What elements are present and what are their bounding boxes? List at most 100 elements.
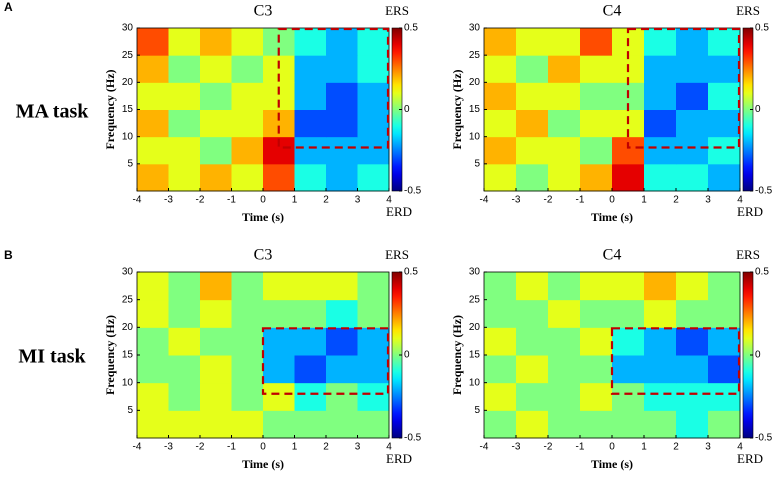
- heat-cell: [676, 109, 709, 138]
- heat-cell: [326, 82, 358, 110]
- heat-cell: [357, 28, 390, 56]
- heat-cell: [644, 327, 677, 356]
- y-tick-label: 5: [127, 158, 133, 169]
- colorbar-tick-label: 0: [404, 104, 410, 115]
- colorbar-bottom-label: ERD: [737, 451, 763, 466]
- heat-cell: [263, 382, 295, 411]
- y-tick-label: 10: [122, 131, 134, 142]
- heat-cell: [294, 299, 327, 328]
- x-tick-label: 2: [323, 442, 329, 453]
- heat-cell: [516, 355, 549, 384]
- heat-cell: [326, 28, 358, 56]
- heat-cell: [294, 355, 327, 384]
- heat-cell: [548, 55, 581, 83]
- heat-cell: [357, 55, 390, 83]
- heat-cell: [644, 82, 677, 110]
- heat-cell: [548, 299, 581, 328]
- colorbar-tick-label: 0.5: [755, 267, 769, 278]
- heat-cell: [137, 382, 169, 411]
- heat-cell: [168, 327, 201, 356]
- heat-cell: [263, 410, 295, 439]
- heat-cell: [612, 299, 645, 328]
- heat-cell: [612, 355, 645, 384]
- heat-cell: [200, 382, 232, 411]
- heat-cell: [676, 163, 709, 192]
- colorbar-tick-label: 0: [755, 350, 761, 361]
- heat-cell: [326, 410, 358, 439]
- heat-cell: [294, 82, 327, 110]
- x-tick-label: -1: [576, 195, 585, 206]
- heat-cell: [137, 55, 169, 83]
- heat-cell: [168, 272, 201, 301]
- heat-cell: [484, 109, 517, 138]
- heat-cell: [516, 109, 549, 138]
- heat-cell: [516, 327, 549, 356]
- heat-cell: [708, 382, 741, 411]
- y-axis-label: Frequency (Hz): [103, 69, 117, 149]
- heat-cell: [231, 355, 264, 384]
- heat-cell: [644, 136, 677, 165]
- row-label: MA task: [16, 101, 90, 123]
- heat-cell: [263, 272, 295, 301]
- heat-cell: [516, 163, 549, 192]
- heat-cell: [263, 299, 295, 328]
- heat-cell: [231, 327, 264, 356]
- heat-cell: [357, 136, 390, 165]
- heat-cell: [516, 82, 549, 110]
- heat-cell: [612, 163, 645, 192]
- heat-cell: [231, 299, 264, 328]
- colorbar-tick-label: -0.5: [755, 186, 773, 197]
- heat-cell: [676, 55, 709, 83]
- x-tick-label: 2: [673, 195, 679, 206]
- x-tick-label: -2: [196, 442, 205, 453]
- heat-cell: [168, 299, 201, 328]
- heat-cell: [357, 109, 390, 138]
- y-tick-label: 25: [122, 50, 134, 61]
- colorbar-tick-label: -0.5: [404, 433, 422, 444]
- heat-cell: [676, 382, 709, 411]
- heat-cell: [676, 82, 709, 110]
- heat-cell: [676, 28, 709, 56]
- y-tick-label: 15: [122, 104, 134, 115]
- heat-cell: [231, 82, 264, 110]
- heat-cell: [516, 382, 549, 411]
- heat-cell: [548, 28, 581, 56]
- heat-cell: [580, 272, 613, 301]
- region-box: [626, 27, 741, 149]
- panel-letter: B: [4, 248, 13, 262]
- x-tick-label: 4: [737, 442, 743, 453]
- heat-cell: [548, 272, 581, 301]
- heat-cell: [708, 410, 741, 439]
- colorbar-tick-label: 0.5: [755, 23, 769, 34]
- x-tick-label: -1: [227, 442, 236, 453]
- x-axis-label: Time (s): [242, 210, 284, 224]
- heat-cell: [548, 327, 581, 356]
- heat-cell: [580, 82, 613, 110]
- x-tick-label: 4: [737, 195, 743, 206]
- heat-cell: [200, 272, 232, 301]
- heat-cell: [231, 55, 264, 83]
- heat-cell: [484, 82, 517, 110]
- heat-cell: [168, 109, 201, 138]
- heat-cell: [580, 109, 613, 138]
- x-tick-label: 0: [260, 195, 266, 206]
- y-tick-label: 30: [122, 267, 134, 278]
- x-tick-label: 3: [705, 195, 711, 206]
- colorbar-tick-label: 0: [404, 350, 410, 361]
- heat-cell: [231, 109, 264, 138]
- x-tick-label: -3: [164, 195, 173, 206]
- heat-cell: [200, 109, 232, 138]
- heat-cell: [357, 272, 390, 301]
- heat-cell: [484, 28, 517, 56]
- colorbar-tick-label: -0.5: [404, 186, 422, 197]
- heat-cell: [484, 163, 517, 192]
- x-tick-label: 4: [386, 195, 392, 206]
- heat-cell: [137, 82, 169, 110]
- colorbar-bottom-label: ERD: [386, 451, 412, 466]
- heat-cell: [200, 163, 232, 192]
- x-tick-label: 1: [641, 195, 647, 206]
- region-box: [261, 327, 390, 395]
- heat-cell: [644, 55, 677, 83]
- x-tick-label: 2: [673, 442, 679, 453]
